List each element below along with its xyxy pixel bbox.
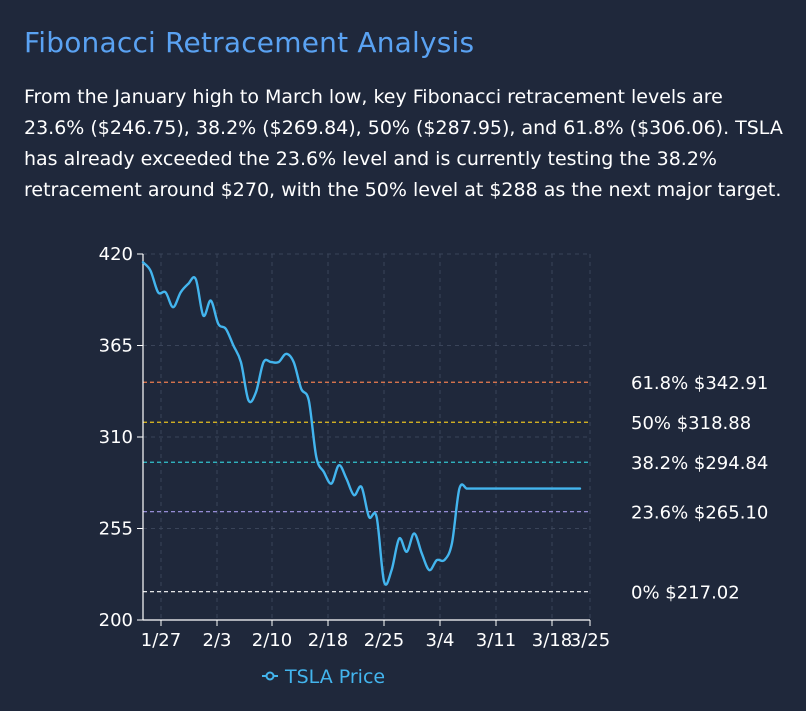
x-tick-label: 3/4 <box>426 630 455 651</box>
y-tick-label: 365 <box>99 336 133 357</box>
fibonacci-chart: 61.8% $342.91 50% $318.88 38.2% $294.84 23.… <box>99 244 769 688</box>
fib-levels: 61.8% $342.91 50% $318.88 38.2% $294.84 23.… <box>143 373 768 604</box>
analysis-description: From the January high to March low, key … <box>24 86 783 201</box>
x-tick-label: 2/3 <box>203 630 232 651</box>
y-tick-label: 255 <box>99 519 133 540</box>
page-title: Fibonacci Retracement Analysis <box>24 26 475 59</box>
fib-level-label: 61.8% $342.91 <box>631 373 768 394</box>
x-tick-label: 1/27 <box>141 630 181 651</box>
chart-legend[interactable]: TSLA Price <box>262 666 385 688</box>
fib-level-label: 38.2% $294.84 <box>631 453 768 474</box>
x-tick-label: 3/25 <box>570 630 610 651</box>
x-tick-label: 2/25 <box>364 630 404 651</box>
fib-level-label: 0% $217.02 <box>631 583 740 604</box>
x-tick-label: 2/18 <box>308 630 348 651</box>
legend-label: TSLA Price <box>284 666 385 688</box>
x-tick-label: 3/18 <box>532 630 572 651</box>
chart-axes: 420 365 310 255 200 1/27 2/3 2/10 2/18 2/25 3/4 3/1… <box>99 244 611 651</box>
x-tick-label: 2/10 <box>252 630 292 651</box>
x-tick-label: 3/11 <box>476 630 516 651</box>
y-tick-label: 310 <box>99 427 133 448</box>
y-tick-label: 200 <box>99 610 133 631</box>
fib-level-label: 23.6% $265.10 <box>631 503 768 524</box>
chart-grid <box>143 253 591 621</box>
legend-marker-icon <box>265 671 275 681</box>
y-tick-label: 420 <box>99 244 133 265</box>
fib-level-label: 50% $318.88 <box>631 413 751 434</box>
tsla-price-line <box>141 261 582 586</box>
chart-series <box>141 261 582 586</box>
